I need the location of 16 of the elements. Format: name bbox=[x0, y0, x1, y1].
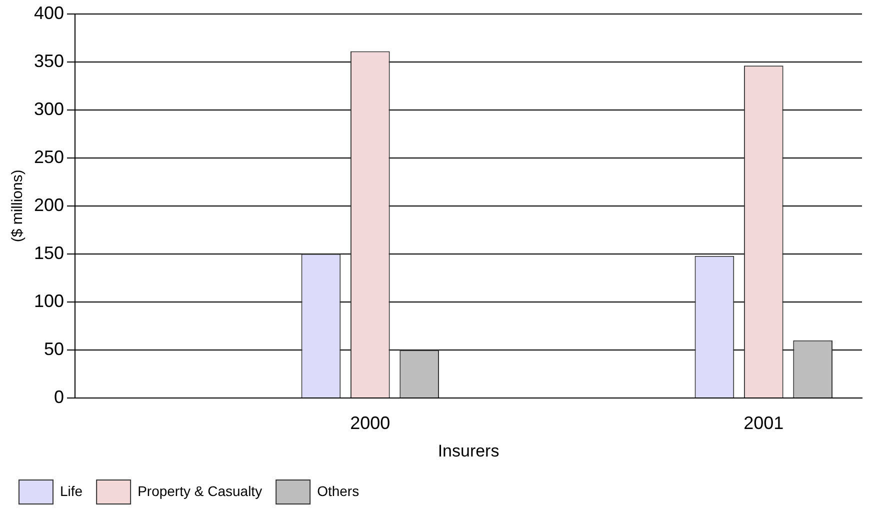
y-tick-label: 100 bbox=[34, 290, 64, 311]
y-axis-title: ($ millions) bbox=[9, 170, 26, 242]
y-tick-label: 150 bbox=[34, 242, 64, 263]
y-tick-label: 400 bbox=[34, 2, 64, 23]
y-tick-label: 350 bbox=[34, 50, 64, 71]
y-tick-label: 0 bbox=[54, 386, 64, 407]
legend-label: Life bbox=[60, 482, 83, 499]
y-tick-label: 300 bbox=[34, 98, 64, 119]
x-tick-label: 2001 bbox=[744, 412, 784, 433]
y-tick-label: 200 bbox=[34, 194, 64, 215]
y-tick-label: 250 bbox=[34, 146, 64, 167]
x-axis-title: Insurers bbox=[438, 441, 500, 460]
y-tick-label: 50 bbox=[44, 338, 64, 359]
legend-label: Others bbox=[317, 482, 360, 499]
x-tick-label: 2000 bbox=[350, 412, 390, 433]
legend-label: Property & Casualty bbox=[138, 482, 262, 499]
